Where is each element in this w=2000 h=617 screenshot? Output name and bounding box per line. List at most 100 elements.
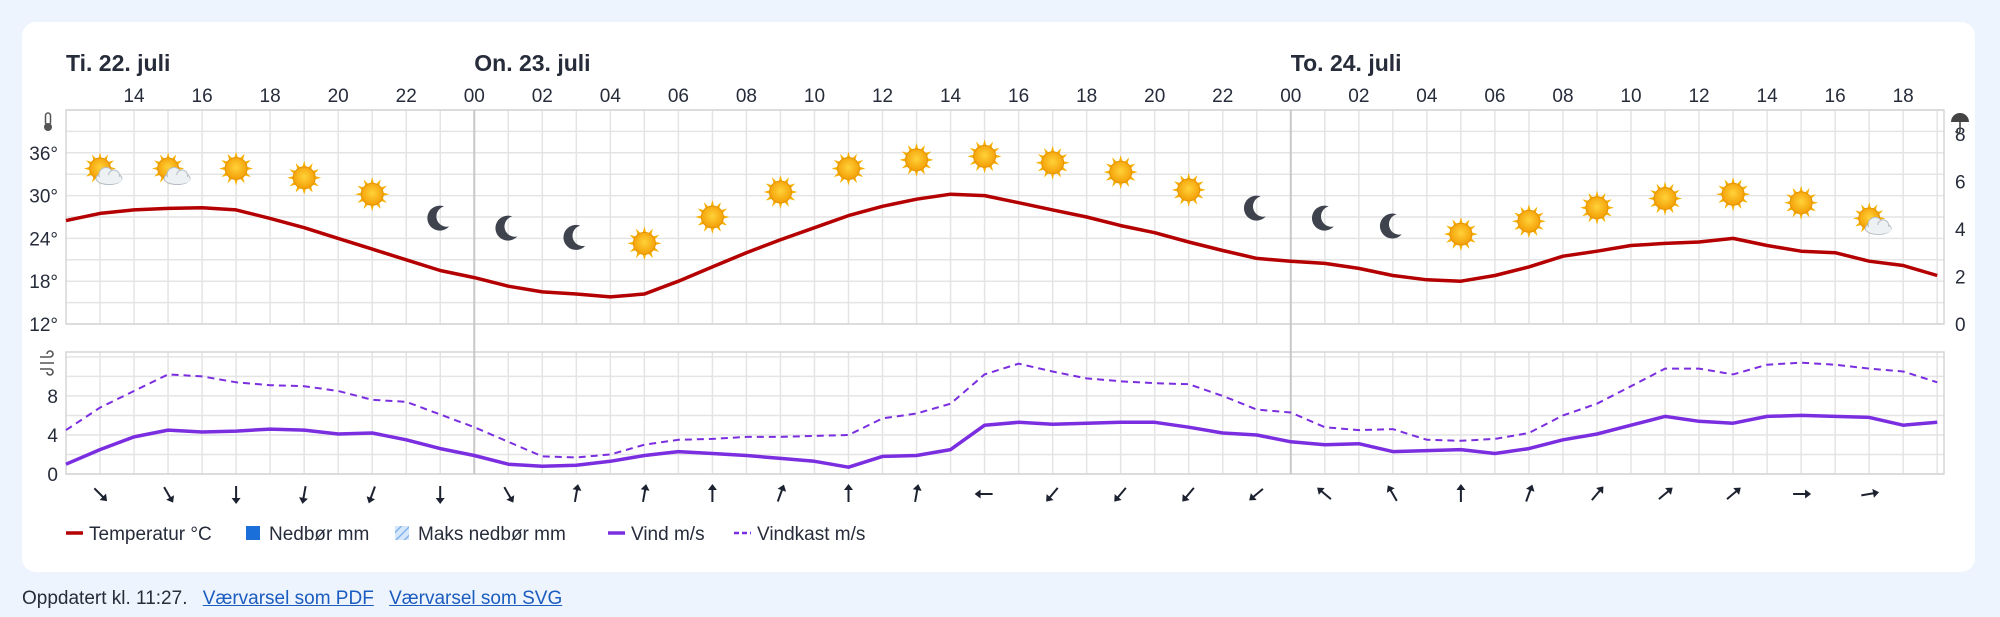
updated-text: Oppdatert kl. 11:27.	[22, 588, 188, 609]
svg-link[interactable]: Værvarsel som SVG	[389, 588, 563, 609]
wind-direction-arrow	[1249, 488, 1264, 501]
forecast-card: Ti. 22. juli On. 23. juli To. 24. juli 14 16…	[22, 22, 1975, 572]
wind-direction-arrow	[844, 484, 853, 502]
sun-icon	[1648, 181, 1682, 216]
temperature-tick-label: 12°	[29, 315, 58, 336]
wind-direction-arrow	[231, 486, 241, 504]
hour-tick-label: 14	[940, 86, 962, 107]
hour-tick-label: 08	[1552, 86, 1573, 107]
partly-cloudy-icon	[83, 152, 123, 185]
umbrella-icon	[1951, 113, 1969, 134]
moon-icon	[563, 224, 586, 250]
temperature-panel-frame	[65, 109, 1945, 325]
wind-direction-arrow	[503, 486, 515, 503]
hour-tick-label: 06	[1484, 86, 1505, 107]
legend-label: Temperatur °C	[89, 524, 212, 545]
day-label: To. 24. juli	[1291, 50, 1402, 76]
legend-item: Maks nedbør mm	[395, 524, 566, 545]
wind-direction-arrow	[1317, 487, 1332, 500]
hour-tick-label: 10	[1620, 86, 1641, 107]
hour-tick-label: 14	[1757, 86, 1779, 107]
wind-tick-label: 8	[47, 387, 58, 408]
legend-item: Vind m/s	[608, 524, 705, 545]
hour-tick-label: 00	[1280, 86, 1301, 107]
hour-tick-label: 06	[668, 86, 689, 107]
legend-item: Temperatur °C	[66, 524, 212, 545]
temperature-tick-label: 24°	[29, 229, 58, 250]
wind-direction-arrow	[1591, 486, 1604, 501]
moon-icon	[427, 205, 450, 231]
hour-tick-label: 20	[1144, 86, 1165, 107]
hour-tick-label: 02	[1348, 86, 1369, 107]
hour-tick-label: 22	[1212, 86, 1233, 107]
hour-tick-label: 16	[192, 86, 213, 107]
precipitation-tick-label: 8	[1955, 125, 1966, 146]
wind-panel-frame	[65, 351, 1945, 475]
thermometer-icon	[44, 112, 52, 131]
chart-grid	[66, 109, 1944, 475]
sun-icon	[967, 139, 1002, 174]
hour-tick-label: 10	[804, 86, 825, 107]
sun-icon	[1443, 217, 1478, 252]
moon-icon	[1243, 195, 1266, 221]
wind-direction-arrow	[163, 486, 174, 503]
sun-icon	[695, 200, 730, 234]
hour-tick-label: 14	[123, 86, 145, 107]
sun-icon	[1511, 204, 1546, 239]
sun-icon	[287, 160, 322, 195]
sun-icon	[831, 151, 866, 186]
hour-tick-label: 18	[1893, 86, 1914, 107]
wind-direction-arrow	[1726, 487, 1741, 500]
hour-tick-label: 16	[1825, 86, 1846, 107]
hour-tick-label: 16	[1008, 86, 1029, 107]
hour-tick-label: 04	[600, 86, 622, 107]
sun-icon	[1103, 155, 1138, 190]
temperature-tick-label: 30°	[29, 187, 58, 208]
precipitation-tick-label: 6	[1955, 172, 1966, 193]
sun-icon	[1716, 177, 1751, 212]
wind-direction-arrow	[707, 484, 717, 502]
sun-icon	[1784, 185, 1819, 220]
wind-direction-arrow	[912, 484, 922, 503]
legend-label: Vind m/s	[631, 524, 705, 545]
temperature-tick-label: 36°	[29, 144, 58, 165]
wind-tick-label: 4	[47, 426, 58, 447]
wind-direction-arrow	[93, 487, 108, 502]
wind-direction-arrow	[974, 489, 993, 499]
wind-direction-arrow	[1046, 487, 1059, 502]
sun-icon	[627, 226, 662, 261]
precipitation-tick-label: 0	[1955, 315, 1966, 336]
precipitation-tick-label: 2	[1955, 267, 1966, 288]
wind-direction-arrow	[1114, 487, 1127, 502]
hour-tick-label: 22	[396, 86, 417, 107]
hour-tick-label: 20	[328, 86, 349, 107]
temperature-tick-label: 18°	[29, 272, 58, 293]
meteogram-chart: Ti. 22. juli On. 23. juli To. 24. juli 14 16…	[29, 50, 1969, 545]
pdf-link[interactable]: Værvarsel som PDF	[202, 588, 374, 609]
moon-icon	[1311, 205, 1334, 231]
hour-tick-label: 02	[532, 86, 553, 107]
sun-icon	[355, 177, 390, 212]
legend-item: Vindkast m/s	[734, 524, 865, 545]
sun-icon	[1171, 172, 1206, 207]
partly-cloudy-icon	[1853, 202, 1892, 235]
sun-icon	[763, 175, 798, 209]
wind-direction-arrow	[1182, 487, 1195, 502]
wind-direction-arrow	[299, 485, 308, 504]
wind-direction-arrow	[776, 484, 787, 502]
wind-direction-arrow	[572, 484, 582, 503]
wind-direction-arrow	[1386, 485, 1398, 502]
sun-icon	[1580, 190, 1614, 225]
day-label: Ti. 22. juli	[66, 50, 170, 76]
partly-cloudy-icon	[151, 152, 191, 185]
legend-label: Nedbør mm	[269, 524, 369, 545]
hour-tick-label: 08	[736, 86, 757, 107]
moon-icon	[495, 215, 518, 241]
wind-series-line	[65, 413, 1938, 469]
precipitation-tick-label: 4	[1955, 220, 1966, 241]
wind-icon	[40, 350, 54, 376]
legend-swatch	[246, 526, 260, 540]
wind-direction-arrow	[640, 484, 650, 503]
wind-direction-arrow	[1793, 489, 1812, 499]
hour-tick-label: 18	[260, 86, 281, 107]
